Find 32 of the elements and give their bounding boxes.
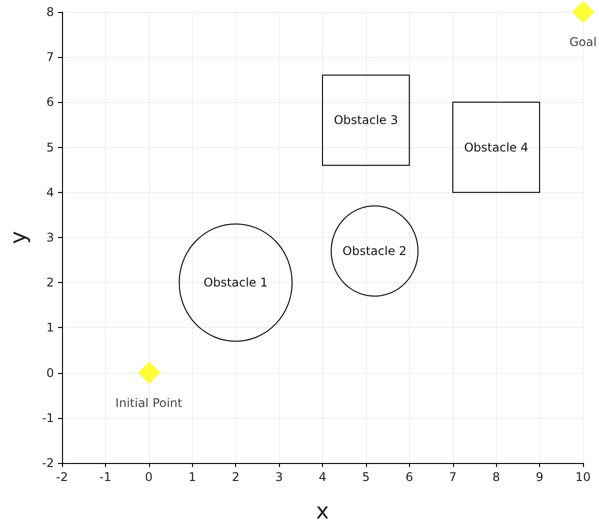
y-tick-label: -2 (42, 456, 54, 470)
x-tick-label: 1 (188, 470, 196, 484)
annotation: Goal (569, 35, 597, 49)
y-tick-label: 8 (46, 5, 54, 19)
x-tick-label: 3 (275, 470, 283, 484)
y-tick-label: 7 (46, 50, 54, 64)
x-tick-label: 9 (536, 470, 544, 484)
annotation: Obstacle 3 (334, 113, 398, 128)
x-axis-title: x (316, 500, 330, 524)
y-tick-label: 1 (46, 320, 54, 335)
x-tick-label: 4 (318, 470, 326, 484)
y-tick-label: 5 (46, 140, 54, 154)
x-tick-label: 2 (232, 470, 240, 484)
x-tick-label: 7 (448, 470, 457, 484)
y-axis-title: y (6, 230, 32, 244)
y-tick-label: -1 (42, 410, 54, 425)
y-tick-label: 3 (46, 230, 54, 244)
y-tick-label: 4 (46, 185, 54, 200)
x-tick-label: 0 (145, 470, 153, 484)
annotation: Initial Point (115, 396, 183, 410)
annotation: Obstacle 2 (342, 244, 407, 258)
annotation: Obstacle 1 (204, 276, 268, 290)
x-tick-label: 10 (575, 470, 591, 484)
y-tick-label: 0 (46, 366, 54, 380)
x-tick-label: -2 (56, 470, 68, 484)
x-tick-label: 5 (362, 470, 370, 484)
x-tick-label: -1 (99, 470, 112, 484)
y-tick-label: 6 (46, 95, 54, 110)
x-tick-label: 6 (406, 470, 414, 484)
annotation: Obstacle 4 (464, 140, 528, 154)
y-tick-label: 2 (46, 276, 54, 290)
x-tick-label: 8 (492, 470, 500, 484)
